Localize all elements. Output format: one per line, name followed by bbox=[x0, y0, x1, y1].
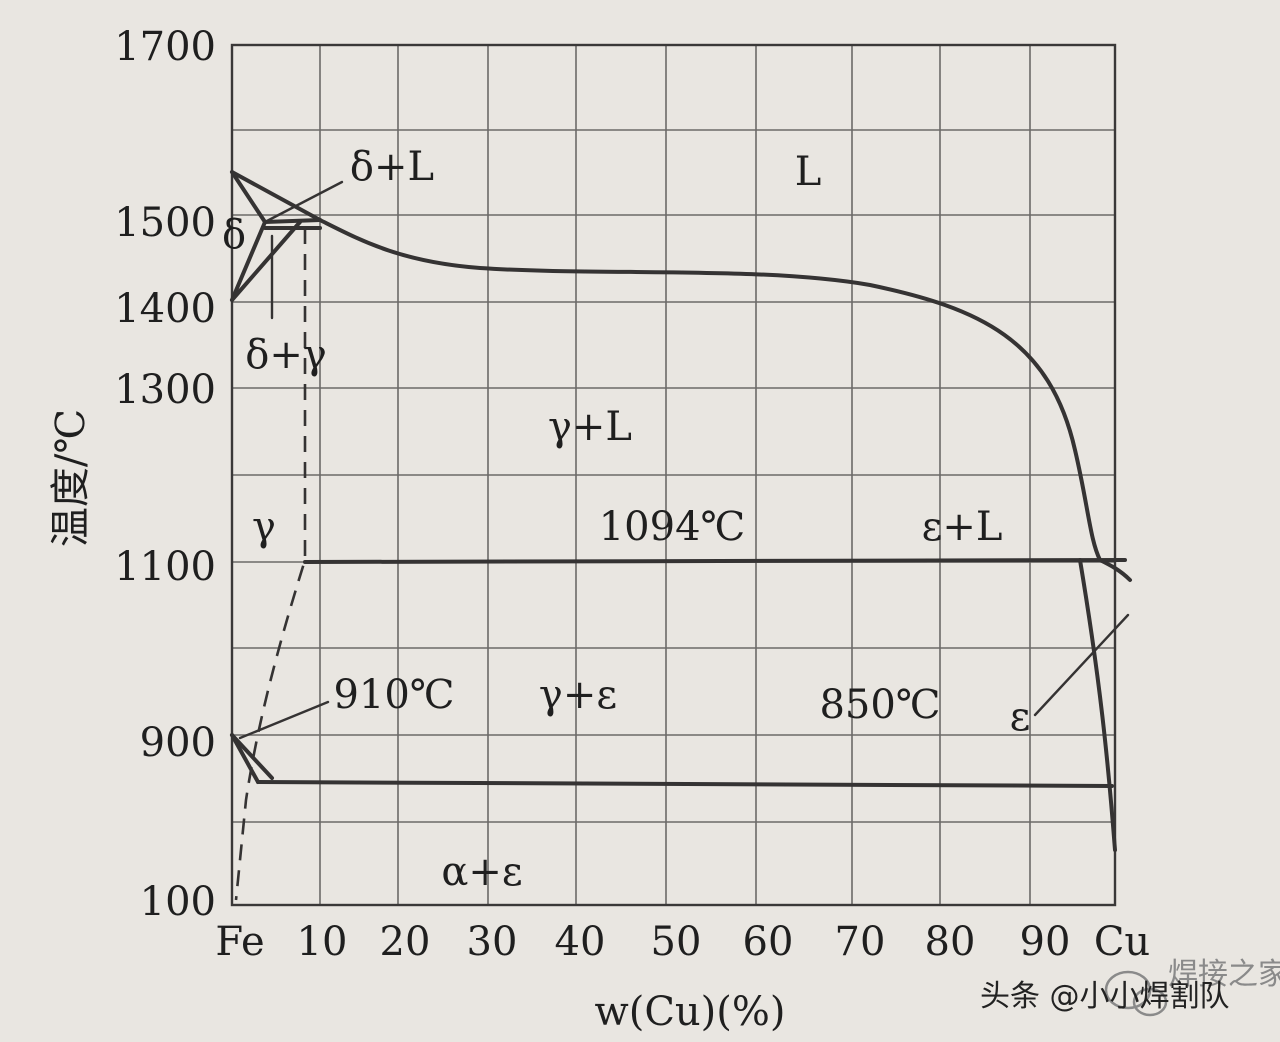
isotherm-850-label: 850℃ bbox=[819, 682, 940, 728]
region-epsilon-plus-liquid-label: ε+L bbox=[922, 504, 1003, 550]
delta-solidus-line bbox=[230, 170, 322, 222]
epsilon-leader-line bbox=[1033, 613, 1130, 717]
isotherm-910-label: 910℃ bbox=[333, 672, 454, 718]
x-axis-title: w(Cu)(%) bbox=[594, 989, 785, 1035]
grid bbox=[232, 45, 1115, 905]
delta-plus-l-leader bbox=[263, 180, 344, 224]
y-tick-1700: 1700 bbox=[114, 24, 216, 70]
region-gamma-plus-epsilon-label: γ+ε bbox=[539, 672, 617, 718]
region-gamma-plus-liquid-label: γ+L bbox=[548, 404, 632, 450]
isotherm-labels: 1094℃ 910℃ 850℃ bbox=[333, 504, 940, 728]
x-tick-90: 90 bbox=[1020, 919, 1071, 965]
delta-gamma-boundary bbox=[230, 220, 302, 302]
y-tick-100: 100 bbox=[140, 879, 216, 925]
x-tick-40: 40 bbox=[555, 919, 606, 965]
alpha-gamma-lower-line bbox=[230, 733, 260, 784]
isotherm-850-line bbox=[256, 780, 1114, 788]
liquidus-curve bbox=[318, 218, 1132, 582]
y-tick-1400: 1400 bbox=[114, 286, 216, 332]
x-tick-70: 70 bbox=[835, 919, 886, 965]
x-tick-10: 10 bbox=[297, 919, 348, 965]
watermark: 焊接之家 头条 @小小焊割队 bbox=[980, 957, 1280, 1017]
y-tick-1300: 1300 bbox=[114, 367, 216, 413]
x-axis-ticks: Fe 10 20 30 40 50 60 70 80 90 Cu bbox=[215, 919, 1150, 965]
watermark-logo-text: 焊接之家 bbox=[1168, 957, 1280, 992]
alpha-gamma-upper-line bbox=[230, 733, 274, 780]
x-tick-30: 30 bbox=[467, 919, 518, 965]
wechat-icon bbox=[1104, 970, 1168, 1017]
x-tick-60: 60 bbox=[743, 919, 794, 965]
phase-boundaries bbox=[230, 170, 1132, 901]
watermark-caption: 头条 @小小焊割队 bbox=[980, 979, 1230, 1014]
x-tick-fe: Fe bbox=[215, 919, 264, 965]
y-tick-1100: 1100 bbox=[114, 544, 216, 590]
isotherm-1094-line bbox=[303, 558, 1127, 564]
y-tick-1500: 1500 bbox=[114, 200, 216, 246]
region-delta-plus-gamma-label: δ+γ bbox=[245, 332, 327, 378]
region-delta-label: δ bbox=[222, 212, 246, 258]
region-gamma-label: γ bbox=[252, 504, 276, 550]
x-tick-80: 80 bbox=[925, 919, 976, 965]
region-liquid-label: L bbox=[795, 149, 822, 195]
epsilon-solvus-line bbox=[1078, 558, 1117, 852]
region-epsilon-label: ε bbox=[1010, 694, 1031, 740]
910-leader-line bbox=[238, 700, 330, 740]
delta-lower-boundary bbox=[230, 220, 267, 302]
y-axis-title: 温度/℃ bbox=[48, 409, 94, 547]
y-tick-900: 900 bbox=[140, 720, 216, 766]
y-axis-ticks: 1700 1500 1400 1300 1100 900 100 bbox=[114, 24, 216, 925]
x-tick-50: 50 bbox=[651, 919, 702, 965]
x-tick-cu: Cu bbox=[1094, 919, 1150, 965]
isotherm-1094-label: 1094℃ bbox=[599, 504, 746, 550]
plot-frame bbox=[230, 43, 1117, 907]
x-tick-20: 20 bbox=[380, 919, 431, 965]
region-delta-plus-liquid-label: δ+L bbox=[350, 144, 434, 190]
gamma-solvus-dashed-line bbox=[234, 228, 307, 901]
region-alpha-plus-epsilon-label: α+ε bbox=[441, 849, 522, 895]
region-labels: L δ+L δ δ+γ γ+L γ ε+L γ+ε ε α+ε bbox=[222, 144, 1030, 895]
